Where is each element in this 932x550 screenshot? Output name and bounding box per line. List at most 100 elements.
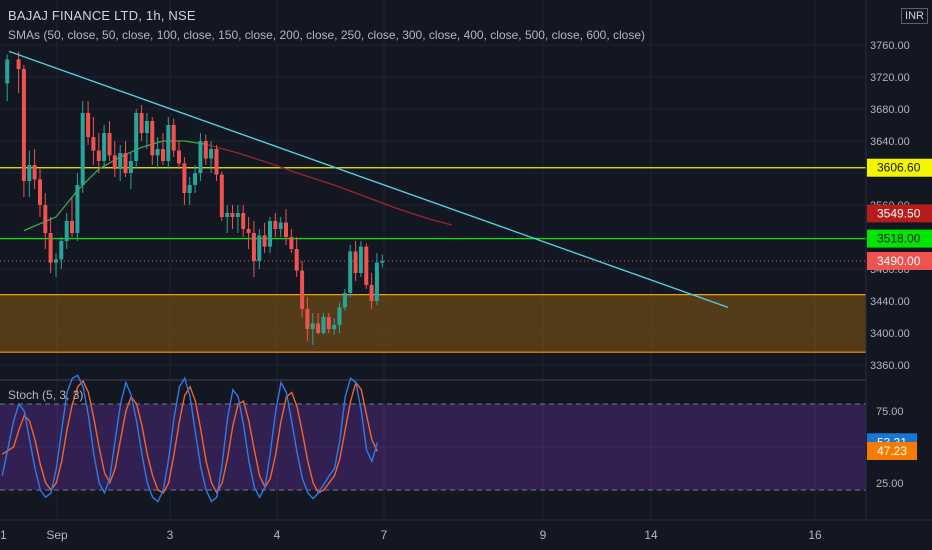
candle [134, 109, 139, 169]
candle-body [134, 113, 139, 161]
candle [21, 65, 26, 197]
candle-body [225, 213, 230, 217]
candle-body [112, 155, 117, 169]
candle-body [310, 323, 315, 329]
candle [294, 237, 299, 277]
demand-zone [0, 294, 866, 353]
candle-body [70, 221, 74, 233]
candle-body [21, 69, 26, 181]
price-label-current: 3490.00 [877, 254, 921, 268]
price-tick-label: 3720.00 [870, 72, 910, 84]
candle-body [209, 149, 214, 159]
candle-body [182, 163, 187, 193]
candle-body [38, 179, 42, 205]
candle [150, 117, 155, 165]
candle [342, 289, 347, 311]
price-label-resistance: 3606.60 [877, 161, 921, 175]
candle [75, 173, 80, 241]
candle [300, 261, 305, 317]
price-label-box [867, 252, 932, 270]
candle-body [16, 59, 21, 69]
candle-body [118, 153, 123, 169]
candle [187, 177, 192, 205]
candle [364, 243, 369, 289]
candle-body [262, 235, 267, 247]
candle [337, 302, 342, 333]
candle-body [294, 249, 299, 271]
stoch-tick-label: 25.00 [876, 478, 904, 490]
candle-body [139, 113, 144, 133]
candle [246, 217, 251, 249]
candle-body [161, 149, 165, 161]
candle [310, 313, 315, 345]
candle [80, 101, 85, 193]
stoch-d-line [1, 379, 378, 495]
candle [107, 121, 112, 161]
candle [230, 205, 235, 229]
candle-body [284, 222, 288, 237]
candle [262, 222, 267, 253]
candle-body [326, 317, 331, 329]
candle [209, 141, 214, 173]
candle [43, 193, 48, 249]
candle-body [43, 205, 48, 233]
candle [257, 229, 262, 269]
candle-body [230, 213, 235, 217]
candle [70, 197, 74, 237]
candle-body [48, 233, 53, 263]
candle [374, 253, 379, 305]
stoch-band [0, 404, 866, 490]
candle-body [316, 323, 321, 333]
candle [358, 241, 363, 277]
candle-body [193, 173, 198, 185]
candle [219, 171, 224, 221]
candle-body [64, 221, 69, 241]
candle-body [128, 161, 133, 173]
candle [16, 51, 21, 93]
candle-body [251, 233, 256, 261]
time-tick-label: 3 [167, 528, 174, 542]
candle-body [123, 153, 128, 173]
candle [102, 125, 107, 169]
candle-body [150, 121, 155, 156]
stoch-label-D: 47.23 [877, 444, 907, 458]
price-label-support: 3518.00 [877, 232, 921, 246]
candle [177, 141, 181, 169]
currency-badge[interactable]: INR [901, 8, 928, 24]
candle-body [364, 246, 369, 285]
candle-body [86, 113, 91, 137]
candle-body [102, 133, 107, 161]
candle-body [268, 221, 272, 247]
candle [241, 205, 246, 237]
candle-body [27, 165, 32, 181]
candle [348, 245, 353, 297]
candle-body [54, 259, 58, 263]
candle-body [96, 150, 101, 161]
candle [48, 217, 53, 273]
candle-body [321, 317, 326, 333]
candle-body [75, 185, 80, 233]
candle-body [166, 125, 171, 161]
price-label-box [867, 204, 932, 223]
candle-body [177, 150, 181, 164]
candle-body [198, 141, 203, 173]
candle [91, 117, 96, 165]
candle [139, 105, 144, 141]
candle [166, 117, 171, 169]
price-tick-label: 3760.00 [870, 40, 910, 52]
candle-body [107, 133, 112, 156]
candle [123, 141, 128, 177]
candle [59, 237, 64, 269]
candle-body [374, 262, 379, 301]
candle-body [214, 149, 219, 175]
symbol-title: BAJAJ FINANCE LTD, 1h, NSE [8, 8, 196, 23]
candle [284, 209, 288, 245]
candle-body [187, 185, 192, 193]
candle [144, 113, 149, 149]
candle-body [369, 285, 374, 301]
candle [171, 118, 176, 157]
candle-body [171, 125, 176, 151]
candle-body [305, 309, 310, 329]
